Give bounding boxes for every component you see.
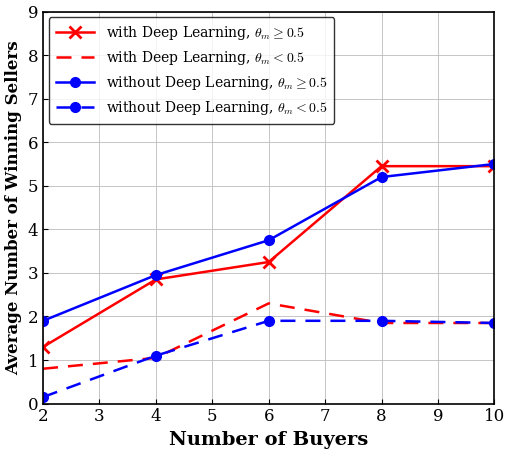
without Deep Learning, $\theta_m < 0.5$: [153, 353, 159, 358]
with Deep Learning, $\theta_m < 0.5$: [153, 355, 159, 360]
Line: without Deep Learning, $\theta_m < 0.5$: without Deep Learning, $\theta_m < 0.5$: [38, 316, 498, 402]
Y-axis label: Average Number of Winning Sellers: Average Number of Winning Sellers: [5, 40, 22, 375]
with Deep Learning, $\theta_m < 0.5$: [378, 320, 384, 326]
with Deep Learning, $\theta_m \geq 0.5$: [490, 163, 496, 169]
with Deep Learning, $\theta_m < 0.5$: [265, 301, 271, 306]
without Deep Learning, $\theta_m < 0.5$: [490, 320, 496, 326]
without Deep Learning, $\theta_m \geq 0.5$: [40, 318, 46, 324]
with Deep Learning, $\theta_m < 0.5$: [490, 320, 496, 326]
without Deep Learning, $\theta_m \geq 0.5$: [153, 272, 159, 278]
with Deep Learning, $\theta_m \geq 0.5$: [378, 163, 384, 169]
without Deep Learning, $\theta_m \geq 0.5$: [265, 237, 271, 243]
without Deep Learning, $\theta_m < 0.5$: [378, 318, 384, 324]
Legend: with Deep Learning, $\theta_m \geq 0.5$, with Deep Learning, $\theta_m < 0.5$, w: with Deep Learning, $\theta_m \geq 0.5$,…: [48, 17, 334, 124]
without Deep Learning, $\theta_m < 0.5$: [265, 318, 271, 324]
without Deep Learning, $\theta_m \geq 0.5$: [378, 174, 384, 180]
with Deep Learning, $\theta_m \geq 0.5$: [265, 259, 271, 265]
Line: with Deep Learning, $\theta_m < 0.5$: with Deep Learning, $\theta_m < 0.5$: [43, 303, 493, 369]
with Deep Learning, $\theta_m < 0.5$: [40, 366, 46, 371]
Line: with Deep Learning, $\theta_m \geq 0.5$: with Deep Learning, $\theta_m \geq 0.5$: [37, 160, 500, 353]
with Deep Learning, $\theta_m \geq 0.5$: [40, 344, 46, 350]
without Deep Learning, $\theta_m \geq 0.5$: [490, 161, 496, 167]
X-axis label: Number of Buyers: Number of Buyers: [169, 431, 367, 449]
with Deep Learning, $\theta_m \geq 0.5$: [153, 276, 159, 282]
without Deep Learning, $\theta_m < 0.5$: [40, 395, 46, 400]
Line: without Deep Learning, $\theta_m \geq 0.5$: without Deep Learning, $\theta_m \geq 0.…: [38, 159, 498, 326]
